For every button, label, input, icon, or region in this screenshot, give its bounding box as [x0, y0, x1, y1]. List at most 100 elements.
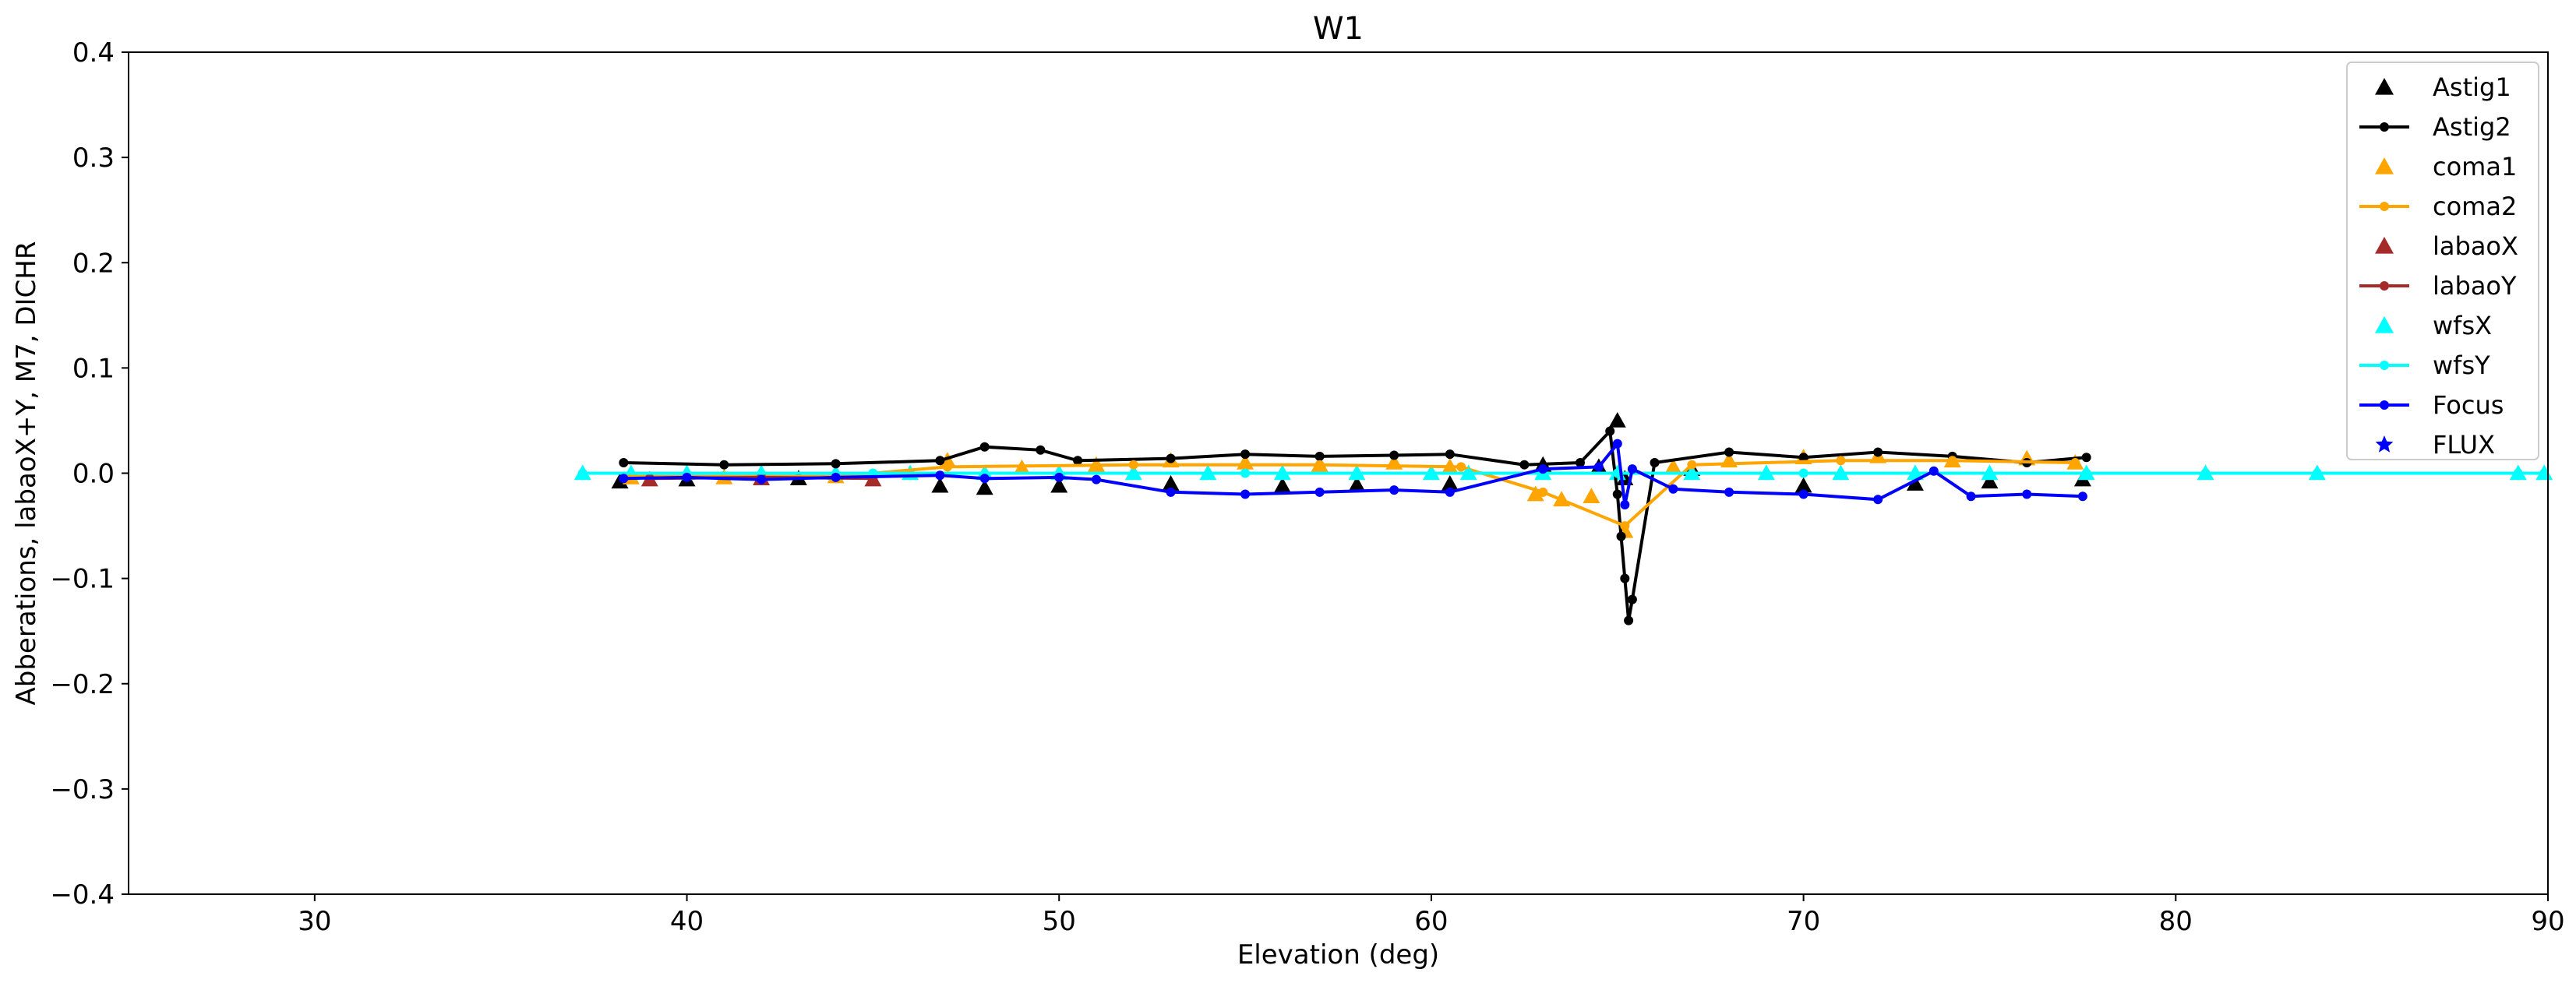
y-axis-label: Abberations, labaoX+Y, M7, DICHR [11, 241, 42, 706]
data-point-astig1 [1273, 477, 1291, 493]
x-tick-label: 30 [298, 906, 331, 937]
data-point-astig2 [831, 459, 841, 469]
data-point-focus [1612, 439, 1622, 449]
legend-label: labaoX [2433, 231, 2518, 261]
data-point-focus [1593, 462, 1604, 472]
data-point-astig2 [1445, 449, 1455, 460]
legend-dot-swatch [2380, 281, 2389, 291]
legend-entry: labaoX [2375, 231, 2518, 261]
x-tick-label: 60 [1414, 906, 1448, 937]
legend-label: coma2 [2433, 192, 2517, 221]
data-point-coma2 [2070, 457, 2080, 467]
data-point-coma2 [1620, 521, 1630, 531]
data-point-wfsy [2312, 468, 2322, 478]
legend-star-swatch [2375, 435, 2394, 453]
data-point-astig1 [1608, 411, 1626, 428]
legend-label: coma1 [2433, 152, 2517, 181]
data-point-astig2 [1519, 460, 1530, 470]
data-point-astig2 [1724, 447, 1734, 457]
data-point-wfsy [577, 468, 588, 478]
legend-entry: Astig2 [2359, 112, 2511, 142]
data-point-astig2 [1576, 457, 1585, 467]
data-point-wfsy [1240, 468, 1251, 478]
data-point-astig2 [1073, 456, 1083, 466]
y-tick-label: −0.3 [50, 774, 115, 805]
data-point-focus [1054, 472, 1064, 482]
data-point-astig1 [1348, 476, 1366, 492]
data-point-focus [1627, 464, 1637, 474]
data-point-astig2 [1612, 489, 1622, 499]
legend-entry: wfsX [2375, 311, 2492, 340]
legend-entry: FLUX [2375, 430, 2495, 460]
data-point-astig2 [1650, 457, 1660, 467]
data-point-astig2 [1624, 615, 1634, 625]
data-point-coma2 [1456, 462, 1466, 472]
data-point-astig1 [1981, 473, 1999, 489]
data-point-focus [1873, 495, 1883, 505]
data-point-astig1 [976, 479, 993, 495]
data-point-focus [682, 472, 692, 482]
legend-dot-swatch [2380, 122, 2389, 132]
data-point-astig2 [1627, 594, 1637, 604]
data-point-focus [1538, 464, 1548, 474]
data-point-focus [757, 474, 767, 484]
data-point-focus [2077, 492, 2087, 502]
data-point-astig2 [2081, 453, 2091, 463]
legend-box [2346, 62, 2539, 460]
data-point-coma2 [1538, 487, 1548, 497]
data-point-focus [2022, 489, 2032, 499]
data-point-astig2 [1389, 450, 1399, 460]
legend-label: FLUX [2433, 430, 2495, 460]
data-point-astig2 [1036, 445, 1046, 455]
data-point-wfsy [1798, 468, 1808, 478]
data-point-coma2 [1314, 460, 1325, 470]
y-tick-label: 0.0 [72, 459, 115, 490]
axes: 30 40 50 60 70 80 90 −0.4 −0.3 −0.2 −0.1 0.0 0.1 0.2 0… [50, 37, 2564, 937]
legend-label: Astig2 [2433, 112, 2511, 142]
legend-label: Focus [2433, 390, 2504, 420]
legend-dot-swatch [2380, 361, 2389, 370]
data-point-coma1 [1526, 485, 1544, 502]
data-point-astig2 [979, 442, 990, 452]
data-point-astig2 [1616, 531, 1626, 541]
legend-entry: wfsY [2359, 351, 2490, 380]
data-point-wfsy [1463, 468, 1473, 478]
data-point-astig1 [1162, 475, 1180, 491]
y-tick-label: −0.4 [50, 879, 115, 911]
data-point-astig1 [931, 477, 949, 493]
data-point-focus [1966, 492, 1976, 502]
data-point-wfsy [2200, 468, 2211, 478]
legend-entry: Focus [2359, 390, 2504, 420]
data-point-coma2 [1836, 456, 1846, 466]
legend-triangle-swatch [2375, 157, 2394, 174]
plot-area [573, 411, 2553, 625]
data-point-astig1 [1906, 475, 1924, 491]
legend-label: wfsY [2433, 351, 2490, 380]
x-tick-label: 40 [670, 906, 704, 937]
chart-title: W1 [1313, 11, 1364, 47]
data-point-focus [831, 472, 841, 482]
y-tick-label: −0.2 [50, 669, 115, 700]
data-point-astig1 [1441, 475, 1459, 491]
y-tick-label: 0.4 [72, 37, 115, 69]
legend-triangle-swatch [2375, 78, 2394, 95]
data-point-astig2 [1314, 451, 1325, 461]
data-point-astig2 [935, 456, 945, 466]
y-tick-label: 0.2 [72, 248, 115, 279]
x-axis-label: Elevation (deg) [1237, 939, 1439, 971]
legend-label: Astig1 [2433, 72, 2511, 102]
data-point-coma2 [942, 462, 952, 472]
legend-triangle-swatch [2375, 316, 2394, 333]
data-point-astig2 [1605, 426, 1615, 436]
data-point-coma2 [1128, 460, 1138, 470]
y-tick-label: 0.3 [72, 143, 115, 174]
data-point-coma1 [1664, 458, 1682, 474]
legend-dot-swatch [2380, 202, 2389, 211]
data-point-astig2 [619, 457, 629, 467]
data-point-coma1 [1583, 488, 1600, 504]
data-point-focus [979, 474, 990, 484]
data-point-astig2 [1620, 573, 1630, 583]
data-point-astig2 [1166, 453, 1176, 463]
legend-label: wfsX [2433, 311, 2492, 340]
legend-triangle-swatch [2375, 237, 2394, 254]
